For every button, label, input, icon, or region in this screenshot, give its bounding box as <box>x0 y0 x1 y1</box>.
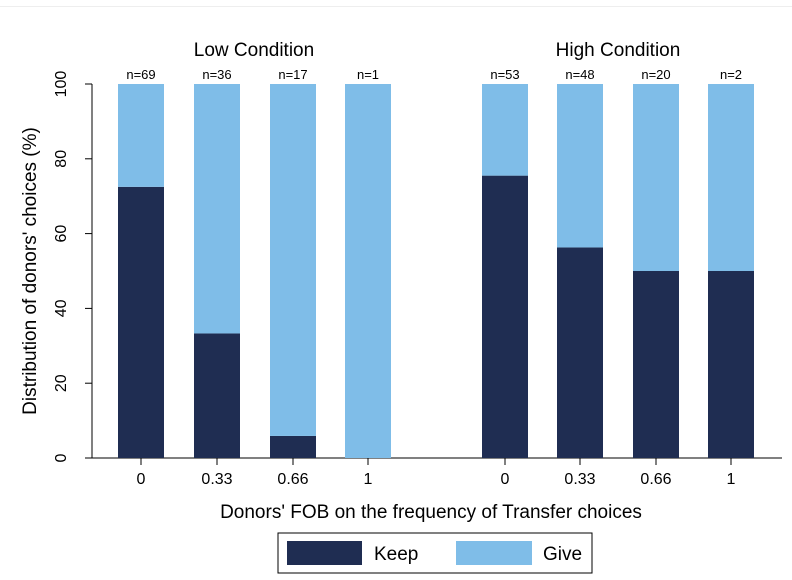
panel-title: High Condition <box>556 40 681 61</box>
n-label: n=17 <box>278 67 307 82</box>
n-label: n=48 <box>565 67 594 82</box>
x-axis-label: Donors' FOB on the frequency of Transfer… <box>220 502 642 523</box>
legend-swatch-give <box>456 541 532 565</box>
bar-give <box>708 84 754 271</box>
x-tick-label: 1 <box>364 471 373 488</box>
y-tick-label: 0 <box>53 453 70 462</box>
top-border-line <box>0 6 792 7</box>
n-label: n=69 <box>126 67 155 82</box>
bar-keep <box>118 186 164 458</box>
bar-give <box>270 84 316 436</box>
bar-keep <box>482 175 528 458</box>
x-tick-label: 1 <box>727 471 736 488</box>
y-tick-label: 40 <box>53 299 70 317</box>
y-tick-label: 60 <box>53 225 70 243</box>
n-label: n=2 <box>720 67 742 82</box>
y-tick-label: 20 <box>53 374 70 392</box>
panel-title: Low Condition <box>194 40 314 61</box>
bar-give <box>194 84 240 334</box>
bar-give <box>118 84 164 187</box>
bar-give <box>345 84 391 458</box>
bar-keep <box>633 271 679 458</box>
x-tick-label: 0.33 <box>564 471 595 488</box>
bar-keep <box>270 435 316 458</box>
bar-keep <box>194 333 240 458</box>
y-tick-label: 80 <box>53 150 70 168</box>
bar-give <box>557 84 603 248</box>
x-tick-label: 0.33 <box>201 471 232 488</box>
bar-give <box>633 84 679 271</box>
y-tick-label: 100 <box>53 71 70 98</box>
bar-keep <box>708 271 754 458</box>
x-tick-label: 0 <box>501 471 510 488</box>
legend-label-give: Give <box>543 544 582 565</box>
bar-keep <box>557 247 603 458</box>
n-label: n=53 <box>490 67 519 82</box>
n-label: n=36 <box>202 67 231 82</box>
x-tick-label: 0 <box>137 471 146 488</box>
x-tick-label: 0.66 <box>277 471 308 488</box>
legend-swatch-keep <box>287 541 362 565</box>
x-tick-label: 0.66 <box>640 471 671 488</box>
bar-give <box>482 84 528 176</box>
n-label: n=20 <box>641 67 670 82</box>
y-axis-label: Distribution of donors' choices (%) <box>20 127 41 415</box>
legend-label-keep: Keep <box>374 544 418 565</box>
n-label: n=1 <box>357 67 379 82</box>
